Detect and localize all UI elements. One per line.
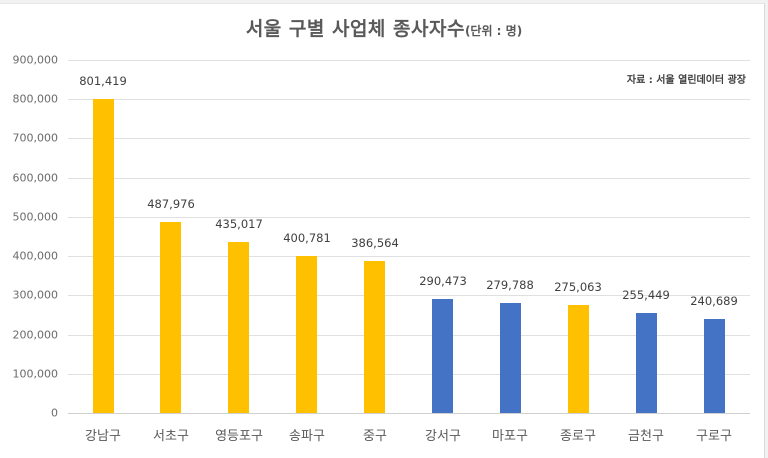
bar-value-label: 290,473 (419, 274, 467, 288)
y-tick-label: 500,000 (12, 210, 59, 224)
y-tick-label: 300,000 (12, 288, 59, 302)
x-tick-label: 종로구 (560, 429, 596, 444)
gridline (68, 178, 750, 179)
bar-value-label: 435,017 (215, 217, 263, 231)
bar-9 (636, 313, 657, 413)
y-tick-label: 700,000 (12, 131, 59, 145)
y-tick-label: 800,000 (12, 92, 59, 106)
bar-4 (296, 256, 317, 413)
y-tick-label: 600,000 (12, 171, 59, 185)
source-annotation: 자료 : 서울 열린데이터 광장 (626, 75, 746, 86)
bar-1 (93, 99, 114, 413)
x-tick-label: 중구 (363, 429, 387, 444)
x-tick-label: 금천구 (628, 429, 664, 444)
bar-6 (432, 299, 453, 413)
gridline (68, 295, 750, 296)
bar-5 (364, 261, 385, 413)
bar-value-label: 386,564 (351, 236, 399, 250)
y-tick-label: 0 (51, 406, 58, 420)
x-axis-line (68, 413, 750, 414)
gridline (68, 256, 750, 257)
bar-2 (160, 222, 181, 413)
bar-7 (500, 303, 521, 413)
gridline (68, 99, 750, 100)
chart-title: 서울 구별 사업체 종사자수(단위 : 명) (0, 14, 768, 41)
y-tick-label: 100,000 (12, 367, 59, 381)
bar-8 (568, 305, 589, 413)
x-tick-label: 서초구 (153, 429, 189, 444)
chart-title-unit: (단위 : 명) (464, 24, 523, 38)
chart-title-main: 서울 구별 사업체 종사자수 (245, 18, 465, 40)
bar-value-label: 275,063 (554, 280, 602, 294)
bar-10 (704, 319, 725, 413)
y-tick-label: 400,000 (12, 249, 59, 263)
bar-value-label: 255,449 (622, 288, 670, 302)
x-tick-label: 구로구 (696, 429, 732, 444)
gridline (68, 335, 750, 336)
bar-value-label: 400,781 (283, 231, 331, 245)
bar-value-label: 240,689 (690, 294, 738, 308)
y-tick-label: 900,000 (12, 53, 59, 67)
x-tick-label: 마포구 (492, 429, 528, 444)
bar-value-label: 279,788 (486, 278, 534, 292)
gridline (68, 374, 750, 375)
gridline (68, 217, 750, 218)
gridline (68, 138, 750, 139)
x-tick-label: 강남구 (85, 429, 121, 444)
gridline (68, 60, 750, 61)
bar-3 (228, 242, 249, 413)
bar-value-label: 801,419 (79, 74, 127, 88)
y-tick-label: 200,000 (12, 328, 59, 342)
x-tick-label: 강서구 (425, 429, 461, 444)
x-tick-label: 송파구 (289, 429, 325, 444)
bar-value-label: 487,976 (147, 197, 195, 211)
x-tick-label: 영등포구 (215, 429, 263, 444)
